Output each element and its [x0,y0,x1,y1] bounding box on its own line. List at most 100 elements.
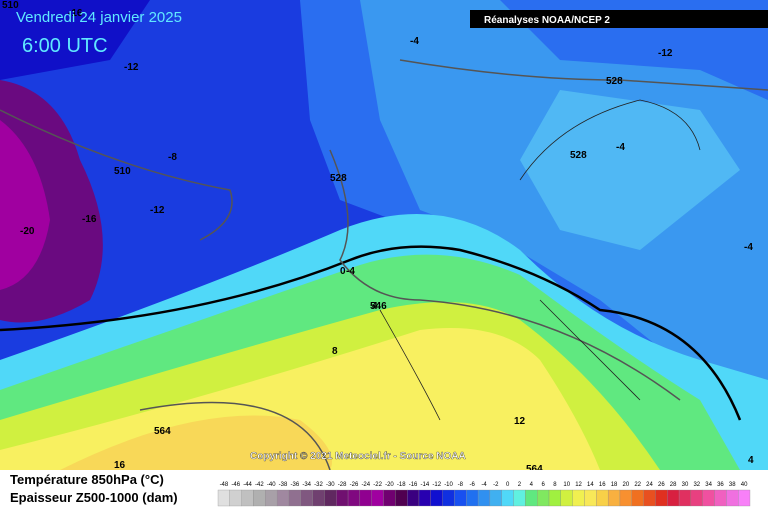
scale-label: -24 [361,482,370,488]
scale-swatch [477,489,491,507]
scale-swatch [265,489,278,507]
scale-label: -22 [373,482,382,488]
scale-swatch [442,489,455,507]
scale-swatch [560,489,573,507]
scale-label: -4 [481,482,487,488]
scale-label: -32 [314,482,323,488]
contour-label: 4 [748,455,754,466]
scale-label: -18 [397,482,406,488]
scale-label: -6 [470,482,476,488]
source-box [470,10,768,28]
scale-swatch [702,489,715,507]
scale-swatch [584,489,597,507]
contour-label: 510 [114,166,131,177]
scale-label: 18 [611,482,618,488]
scale-label: 22 [634,482,641,488]
contour-label: -16 [68,8,83,19]
scale-swatch [395,489,408,507]
scale-swatch [407,489,420,507]
scale-swatch [537,489,550,507]
scale-label: -2 [493,482,499,488]
contour-label: -12 [150,205,165,216]
contour-label: -4 [346,266,355,277]
scale-swatch [217,489,230,507]
scale-swatch [371,489,384,507]
contour-label: -4 [410,36,419,47]
scale-label: 34 [705,482,712,488]
scale-swatch [276,489,290,507]
time: 6:00 UTC [22,35,108,57]
scale-swatch [643,489,656,507]
scale-swatch [655,489,668,507]
scale-label: -16 [409,482,418,488]
scale-swatch [241,489,254,507]
scale-label: 12 [575,482,582,488]
coastline [379,99,701,421]
scale-swatch [548,489,561,507]
scale-swatch [572,489,585,507]
scale-label: 16 [599,482,606,488]
contour-label: -8 [168,152,177,163]
contour-label: -20 [20,226,35,237]
scale-swatch [513,489,526,507]
scale-swatch [288,489,301,507]
color-scale: -48 -46 -44 -42 -40 -38 -36 -34 -32 -30 -28 -26 -24-… [217,482,751,507]
scale-label: 20 [623,482,630,488]
scale-swatch [347,489,361,507]
scale-label: -42 [255,482,264,488]
scale-label: 2 [518,482,522,488]
scale-swatch [430,489,443,507]
contour-label: -12 [658,48,673,59]
scale-swatch [525,489,538,507]
scale-swatch [607,489,621,507]
copyright: Copyright © 2021 Meteociel.fr - Source N… [250,451,466,462]
contour-labels: 510 -16 -12 -4 -12 528 -8 510 -16 -12 -20 528 528 -4 -… [2,0,754,475]
scale-swatch [489,489,502,507]
scale-swatch [631,489,644,507]
scale-swatch [454,489,467,507]
temp-zone [520,90,740,250]
scale-label: 28 [670,482,677,488]
scale-swatch [418,489,431,507]
scale-label: 26 [658,482,665,488]
scale-swatch [596,489,609,507]
contour-label: 564 [526,464,543,475]
contour-label: -4 [744,242,753,253]
contour-label: 4 [372,301,378,312]
scale-swatch [678,489,692,507]
scale-swatch [667,489,680,507]
contour-label: 528 [330,173,347,184]
date: Vendredi 24 janvier 2025 [16,9,182,26]
scale-label: 32 [693,482,700,488]
scale-label: 36 [717,482,724,488]
scale-swatch [738,489,751,507]
scale-label: 40 [741,482,748,488]
contour-label: -12 [124,62,139,73]
scale-label: -10 [444,482,453,488]
temp-zone [0,120,50,290]
scale-label: -36 [291,482,300,488]
contour-label: 510 [2,0,19,11]
scale-label: -20 [385,482,394,488]
contour-label: 16 [114,460,126,471]
scale-label: -28 [338,482,347,488]
contour-label: 528 [570,150,587,161]
scale-swatch [383,489,396,507]
scale-swatch [690,489,703,507]
scale-label: 4 [530,482,534,488]
scale-swatch [714,489,727,507]
contour-label: -4 [616,142,625,153]
scale-swatch [300,489,313,507]
scale-label: -12 [432,482,441,488]
source: Réanalyses NOAA/NCEP 2 [484,15,610,26]
thickness-contour [0,59,768,471]
contour-label: 0 [340,266,346,277]
contour-label: -16 [82,214,97,225]
contour-label: 564 [154,426,171,437]
scale-swatch [619,489,632,507]
scale-label: 14 [587,482,594,488]
scale-label: 6 [541,482,545,488]
temp-zone [60,415,332,470]
zero-isotherm [0,245,742,421]
